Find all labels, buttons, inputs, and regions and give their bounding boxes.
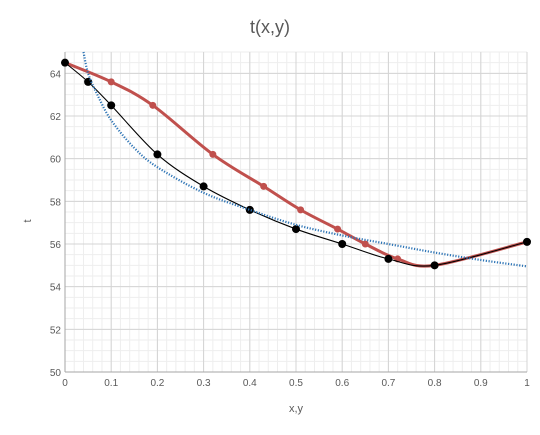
data-point-series-1 xyxy=(260,182,268,190)
y-tick-label: 58 xyxy=(50,197,62,208)
data-point-series-1 xyxy=(107,78,115,86)
y-axis-title: t xyxy=(22,219,34,222)
x-tick-label: 0.7 xyxy=(381,378,395,389)
y-tick-label: 64 xyxy=(50,69,62,80)
y-tick-label: 50 xyxy=(50,368,62,379)
x-tick-label: 0.8 xyxy=(428,378,442,389)
data-point-series-1 xyxy=(297,206,305,214)
y-tick-label: 60 xyxy=(50,155,62,166)
data-point-series-1 xyxy=(334,225,342,233)
data-point-series-2 xyxy=(523,237,531,246)
data-point-series-2 xyxy=(153,150,162,159)
data-point-series-1 xyxy=(361,240,369,248)
axes: 0 0.1 0.2 0.3 0.4 0.5 0.6 0.7 0.8 0.9 1 50 52 54 56 58 6… xyxy=(50,52,530,389)
data-point-series-2 xyxy=(384,254,393,263)
grid xyxy=(64,51,528,373)
data-point-series-2 xyxy=(338,240,347,248)
y-tick-label: 52 xyxy=(50,325,62,336)
x-tick-label: 0.5 xyxy=(289,378,303,389)
data-point-series-1 xyxy=(209,150,217,158)
data-point-series-2 xyxy=(430,261,439,270)
data-point-series-1 xyxy=(149,101,157,109)
x-tick-label: 0 xyxy=(62,378,68,389)
y-tick-label: 62 xyxy=(50,112,62,123)
data-point-series-2 xyxy=(292,225,300,234)
chart-title: t(x,y) xyxy=(250,17,290,37)
x-tick-label: 0.9 xyxy=(474,378,488,389)
y-tick-label: 54 xyxy=(50,283,62,294)
data-point-series-2 xyxy=(61,58,69,67)
x-axis-title: x,y xyxy=(289,403,304,415)
data-point-series-2 xyxy=(245,205,254,214)
x-tick-label: 0.4 xyxy=(243,378,257,389)
x-tick-label: 1 xyxy=(524,378,530,389)
series-group xyxy=(61,51,531,270)
x-tick-label: 0.3 xyxy=(197,378,211,389)
x-tick-label: 0.1 xyxy=(104,378,118,389)
trendline xyxy=(82,51,528,268)
x-tick-label: 0.2 xyxy=(150,378,164,389)
text-group: t(x,y) x,y t xyxy=(22,17,304,415)
data-point-series-2 xyxy=(199,182,208,191)
x-tick-label: 0.6 xyxy=(335,378,349,389)
y-tick-label: 56 xyxy=(50,240,62,251)
data-point-series-2 xyxy=(107,101,116,110)
